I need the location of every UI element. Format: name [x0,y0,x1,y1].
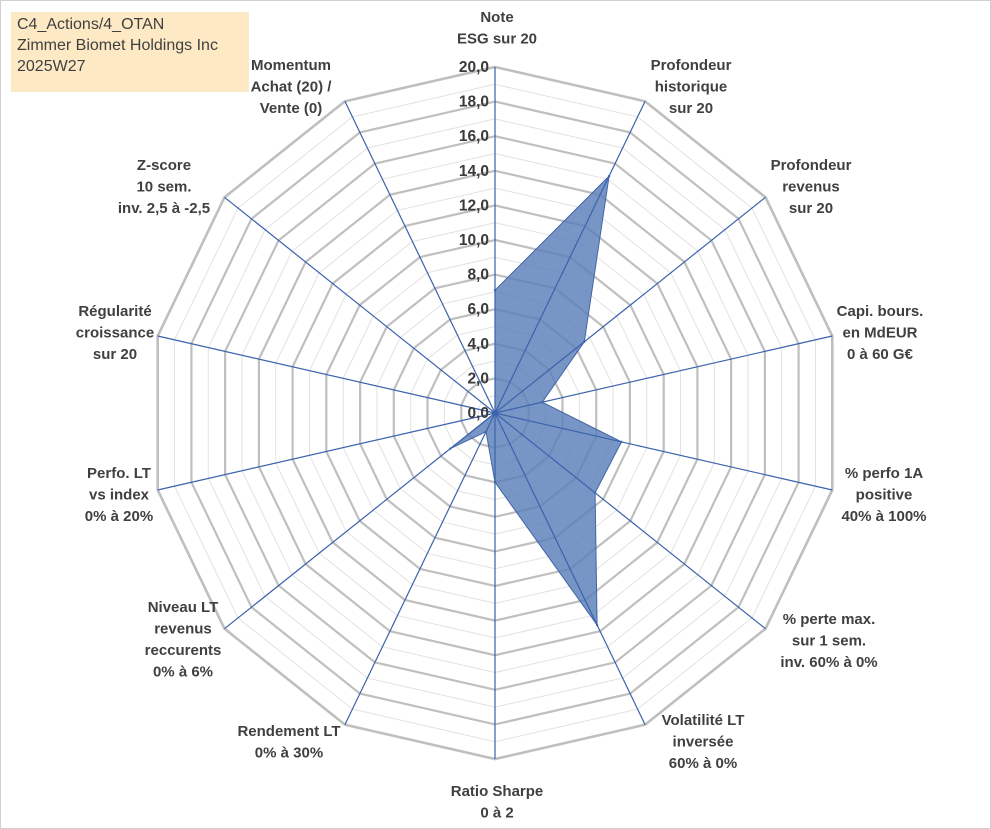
data-point [493,289,497,292]
data-point [493,411,497,415]
axis-label: % perte max. sur 1 sem. inv. 60% à 0% [780,611,877,671]
tick-label: 2,0 [467,370,489,387]
tick-label: 6,0 [467,301,489,318]
axis-label: Régularité croissance sur 20 [76,303,154,363]
axis-spoke [344,101,496,414]
axis-label: Volatilité LT inversée 60% à 0% [662,712,745,772]
tick-label: 12,0 [459,197,489,214]
data-point [620,440,623,444]
axis-label: Ratio Sharpe 0 à 2 [451,783,544,822]
axis-label: % perfo 1A positive 40% à 100% [841,465,926,525]
data-point [607,174,611,178]
data-point [595,623,599,627]
axis-label: Perfo. LT vs index 0% à 20% [85,465,153,525]
axis-spoke [494,196,766,414]
tick-label: 10,0 [459,232,489,249]
header-line-company: Zimmer Biomet Holdings Inc [17,37,218,54]
axis-label: Profondeur historique sur 20 [651,57,732,117]
axis-spoke [157,412,496,491]
axis-spoke [344,412,496,725]
tick-label: 18,0 [459,94,489,111]
axis-label: Rendement LT 0% à 30% [237,723,340,762]
data-point [449,447,452,450]
axis-label: Momentum Achat (20) / Vente (0) [251,57,333,117]
axis-label: Note ESG sur 20 [457,9,537,48]
axis-spoke [494,412,833,491]
tick-label: 14,0 [459,163,489,180]
axis-label: Capi. bours. en MdEUR 0 à 60 G€ [837,303,924,363]
data-point [583,340,586,343]
data-point [541,401,544,404]
axis-spoke [157,335,496,414]
axis-spoke [494,335,833,414]
data-point [493,481,497,484]
chart-header-box: C4_Actions/4_OTAN Zimmer Biomet Holdings… [11,12,249,92]
axis-spoke [494,412,766,630]
axis-spoke [494,412,646,725]
tick-label: 0,0 [467,405,489,422]
axis-spoke [224,196,496,414]
data-point [484,430,488,433]
axis-spokes [157,67,833,759]
tick-label: 16,0 [459,128,489,145]
tick-label: 8,0 [467,267,489,284]
tick-label: 20,0 [459,59,489,76]
tick-label: 4,0 [467,336,489,353]
header-line-week: 2025W27 [17,58,86,75]
axis-spoke [494,101,646,414]
header-line-portfolio: C4_Actions/4_OTAN [17,16,165,33]
axis-label: Niveau LT revenus reccurents 0% à 6% [145,599,222,681]
data-point [593,491,597,494]
axis-label: Profondeur revenus sur 20 [771,157,852,217]
axis-label: Z-score 10 sem. inv. 2,5 à -2,5 [118,157,210,217]
